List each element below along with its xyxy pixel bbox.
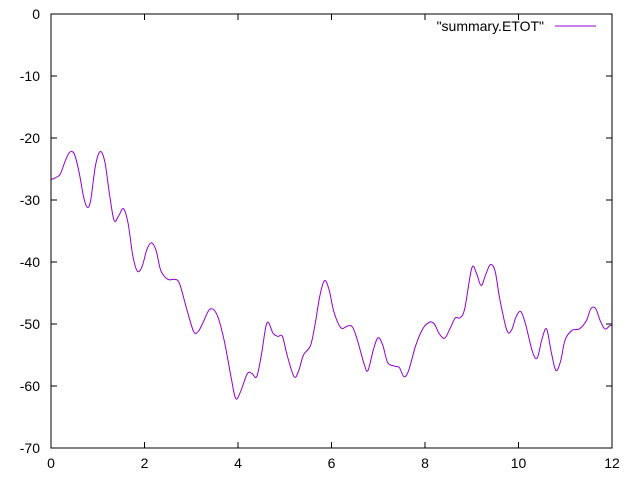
- x-tick-label: 6: [328, 455, 336, 471]
- y-tick-label: -10: [20, 68, 40, 84]
- plot-border: [50, 13, 613, 449]
- series-layer: [50, 150, 613, 400]
- y-tick-label: -60: [20, 378, 40, 394]
- y-tick-label: -40: [20, 254, 40, 270]
- x-tick-label: 12: [604, 455, 620, 471]
- legend: "summary.ETOT": [437, 18, 596, 34]
- x-tick-label: 2: [141, 455, 149, 471]
- legend-label: "summary.ETOT": [437, 18, 544, 34]
- y-tick-label: 0: [32, 6, 40, 22]
- series-line-0: [50, 150, 613, 400]
- x-tick-label: 0: [47, 455, 55, 471]
- x-tick-label: 10: [511, 455, 527, 471]
- x-tick-label: 4: [234, 455, 242, 471]
- y-tick-label: -30: [20, 192, 40, 208]
- y-tick-label: -50: [20, 316, 40, 332]
- x-tick-label: 8: [421, 455, 429, 471]
- y-tick-label: -20: [20, 130, 40, 146]
- y-tick-label: -70: [20, 440, 40, 456]
- tick-layer: [50, 13, 613, 449]
- tick-label-layer: 0 2 4 6 8 10 12 0 -10 -20 -30 -40 -50 -60 -70: [20, 6, 620, 471]
